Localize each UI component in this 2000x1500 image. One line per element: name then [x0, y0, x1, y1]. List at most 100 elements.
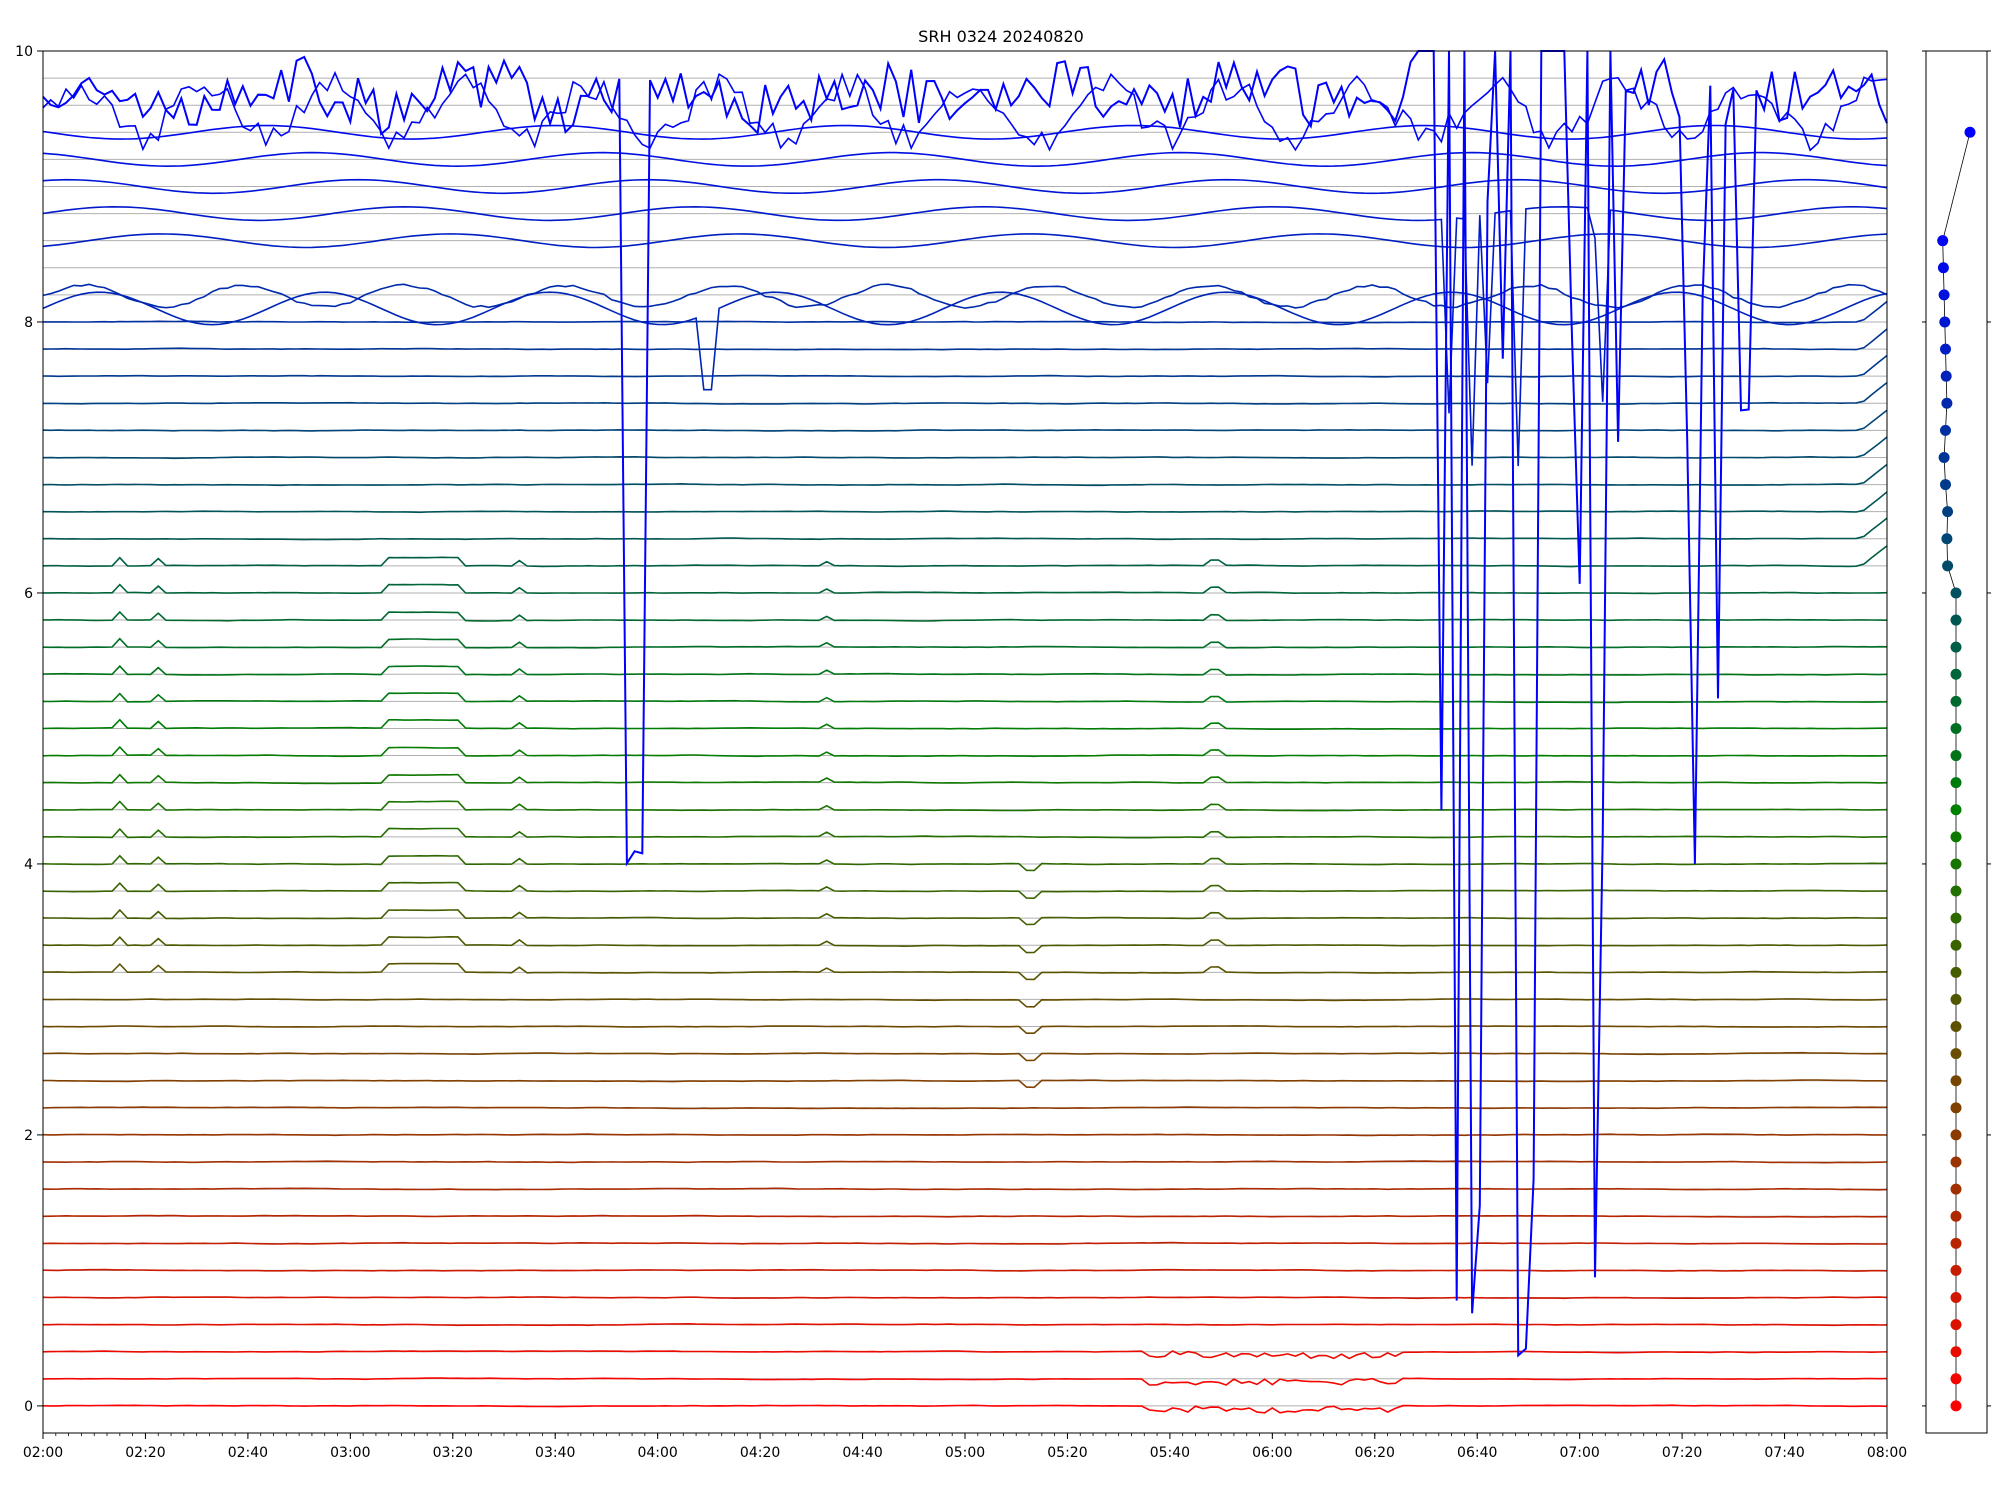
side-point	[1942, 560, 1954, 572]
y-tick-label: 6	[24, 586, 33, 602]
side-point	[1950, 587, 1962, 599]
side-point	[1938, 451, 1950, 463]
side-point	[1950, 1021, 1962, 1033]
side-point	[1950, 1129, 1962, 1141]
x-tick-label: 03:20	[433, 1445, 473, 1461]
trace-line	[42, 881, 1888, 900]
trace-line	[42, 283, 1888, 309]
x-tick-label: 07:00	[1559, 1445, 1599, 1461]
side-point	[1942, 506, 1954, 518]
x-tick-label: 06:00	[1252, 1445, 1292, 1461]
side-point	[1950, 1237, 1962, 1249]
main-y-ticks: 0 2 4 6 8 10	[15, 44, 43, 1415]
trace-line	[43, 381, 1888, 405]
side-point	[1941, 533, 1953, 545]
trace-line	[42, 1106, 1887, 1110]
x-tick-label: 07:40	[1764, 1445, 1804, 1461]
trace-line	[42, 233, 1888, 249]
trace-line	[42, 637, 1888, 649]
trace-line	[42, 50, 1888, 1358]
y-tick-label: 10	[15, 44, 33, 60]
trace-line	[42, 354, 1888, 378]
x-tick-label: 06:40	[1457, 1445, 1497, 1461]
trace-line	[42, 997, 1888, 1008]
side-point	[1950, 722, 1962, 734]
y-tick-label: 2	[24, 1128, 33, 1144]
trace-line	[42, 205, 1888, 467]
side-point	[1940, 370, 1952, 382]
x-tick-label: 04:00	[637, 1445, 677, 1461]
trace-line	[42, 1350, 1888, 1360]
x-tick-label: 03:00	[330, 1445, 370, 1461]
main-traces	[42, 50, 1888, 1414]
x-tick-label: 05:00	[945, 1445, 985, 1461]
x-tick-label: 02:00	[23, 1445, 63, 1461]
x-tick-label: 02:40	[228, 1445, 268, 1461]
main-x-ticks: 02:00 02:20 02:40 03:00 03:20 03:40 04:00 04:20…	[23, 1433, 1907, 1461]
side-point	[1950, 1210, 1962, 1222]
trace-line	[42, 409, 1888, 432]
trace-line	[43, 1079, 1888, 1089]
side-point	[1950, 1048, 1962, 1060]
trace-line	[42, 1025, 1888, 1034]
trace-line	[42, 1214, 1887, 1218]
side-point	[1950, 1156, 1962, 1168]
side-point	[1940, 479, 1951, 491]
side-point	[1950, 1102, 1962, 1114]
trace-line	[42, 827, 1888, 839]
side-point	[1950, 939, 1962, 951]
y-tick-label: 8	[24, 315, 33, 331]
side-point	[1950, 1346, 1962, 1358]
side-axes-frame	[1925, 50, 1988, 1434]
side-point	[1937, 262, 1949, 274]
x-tick-label: 03:40	[535, 1445, 575, 1461]
trace-line	[42, 664, 1888, 676]
trace-line	[42, 773, 1888, 785]
side-point	[1950, 1373, 1962, 1385]
trace-line	[42, 1268, 1888, 1272]
x-tick-label: 06:20	[1355, 1445, 1395, 1461]
trace-line	[43, 491, 1888, 514]
trace-line	[42, 935, 1888, 954]
x-tick-label: 05:20	[1047, 1445, 1087, 1461]
trace-line	[42, 124, 1888, 140]
side-point	[1940, 343, 1951, 355]
trace-line	[42, 800, 1888, 812]
y-tick-label: 4	[24, 857, 33, 873]
trace-line	[43, 1322, 1888, 1327]
trace-line	[42, 151, 1888, 168]
side-point	[1937, 235, 1949, 247]
trace-line	[42, 718, 1888, 731]
side-point	[1950, 885, 1962, 897]
side-point	[1950, 668, 1962, 680]
side-point	[1950, 641, 1962, 653]
trace-line	[43, 610, 1888, 622]
x-tick-label: 08:00	[1867, 1445, 1907, 1461]
side-point	[1938, 289, 1950, 301]
side-point	[1941, 397, 1953, 409]
side-connector	[1942, 132, 1971, 241]
trace-line	[42, 1133, 1888, 1137]
side-point	[1950, 1400, 1962, 1412]
trace-line	[42, 328, 1888, 351]
side-point	[1950, 614, 1962, 626]
side-point	[1950, 777, 1962, 789]
side-point	[1950, 831, 1962, 843]
trace-line	[42, 291, 1888, 391]
trace-line	[42, 178, 1888, 195]
side-point	[1950, 1183, 1962, 1195]
side-point	[1950, 858, 1962, 870]
x-tick-label: 07:20	[1662, 1445, 1702, 1461]
trace-line	[42, 692, 1888, 704]
side-point	[1950, 1264, 1962, 1276]
side-point	[1950, 966, 1962, 978]
chart-title: SRH 0324 20240820	[918, 27, 1084, 46]
trace-line	[42, 1160, 1888, 1164]
trace-line	[42, 70, 1888, 152]
side-point	[1950, 993, 1962, 1005]
trace-line	[42, 1187, 1888, 1191]
y-tick-label: 0	[24, 1399, 33, 1415]
side-point	[1940, 424, 1951, 436]
